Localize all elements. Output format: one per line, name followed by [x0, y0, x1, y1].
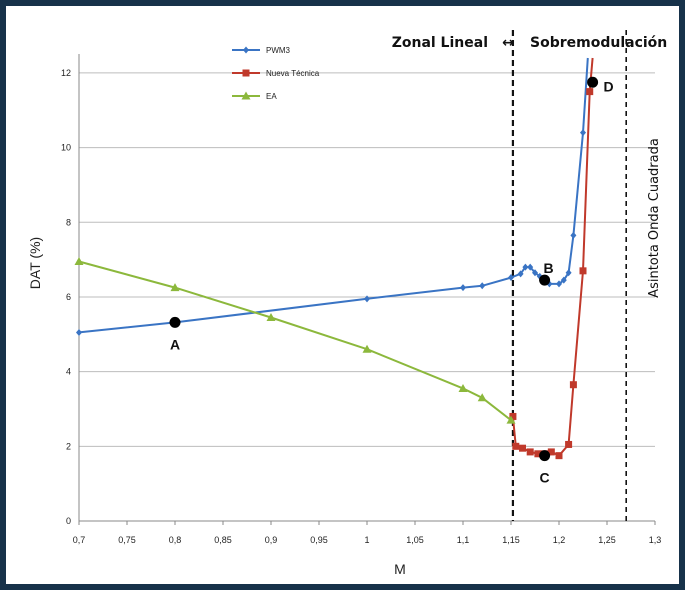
legend-label: Nueva Técnica [266, 69, 320, 78]
data-point-diamond [460, 284, 466, 292]
y-axis-title: DAT (%) [27, 237, 43, 289]
series-line [511, 57, 594, 457]
x-tick-label: 1,1 [457, 535, 470, 545]
series-line [78, 260, 512, 421]
x-tick-label: 1,15 [502, 535, 520, 545]
x-tick-label: 0,9 [265, 535, 278, 545]
y-tick-label: 10 [61, 143, 71, 153]
data-point-diamond [76, 328, 82, 336]
data-point-diamond [527, 263, 534, 271]
legend-label: PWM3 [266, 46, 291, 55]
legend-label: EA [266, 92, 277, 101]
series-line [78, 57, 589, 334]
data-point-diamond [364, 295, 370, 303]
x-tick-label: 1,2 [553, 535, 566, 545]
x-tick-label: 0,75 [118, 535, 136, 545]
data-point-diamond [570, 231, 577, 239]
y-tick-label: 0 [66, 516, 71, 526]
annotation-label-c: C [540, 470, 550, 486]
zone-right-label: Sobremodulación [530, 35, 667, 51]
axes [78, 54, 656, 525]
asymptote-label: Asintota Onda Cuadrada [647, 138, 662, 298]
x-axis-title: M [394, 561, 406, 577]
data-point-square [512, 442, 520, 450]
grid [79, 72, 655, 447]
zone-left-label: Zonal Lineal [392, 35, 488, 51]
x-tick-labels: 0,7 0,75 0,8 0,85 0,9 0,95 1 1,05 1,1 1,15 1,2 1,25… [73, 535, 662, 545]
x-tick-label: 0,85 [214, 535, 232, 545]
series-pwm3 [76, 57, 589, 336]
data-point-square [519, 444, 527, 452]
data-point-square [534, 450, 542, 458]
y-tick-label: 8 [66, 217, 71, 227]
data-point-triangle [458, 383, 468, 392]
data-point-triangle [74, 256, 84, 265]
data-point-diamond [517, 270, 524, 278]
annotation-point-d [587, 76, 599, 88]
series-nueva-t-cnica [509, 57, 594, 460]
data-point-diamond [560, 276, 567, 284]
x-tick-label: 1,25 [598, 535, 616, 545]
point-annotations: A B C D [169, 76, 614, 486]
data-point-triangle [506, 415, 516, 424]
data-point-square [242, 69, 250, 77]
zone-boundaries [511, 30, 628, 521]
data-point-square [555, 452, 563, 460]
series-ea [74, 256, 516, 424]
data-point-triangle [266, 313, 276, 322]
data-point-diamond [508, 274, 514, 282]
data-point-triangle [477, 393, 487, 402]
data-point-square [509, 412, 517, 420]
zone-arrow: ↔ [502, 35, 514, 51]
data-point-square [565, 440, 573, 448]
data-point-diamond [522, 263, 529, 271]
annotation-label-d: D [604, 78, 614, 94]
x-tick-label: 0,7 [73, 535, 86, 545]
y-tick-label: 2 [66, 441, 71, 451]
annotation-point-c [539, 450, 551, 462]
y-tick-label: 12 [61, 68, 71, 78]
data-point-diamond [243, 46, 249, 54]
data-point-diamond [556, 280, 562, 288]
y-tick-label: 6 [66, 292, 71, 302]
data-point-square [569, 381, 577, 389]
data-point-square [579, 267, 587, 275]
data-point-diamond [532, 269, 538, 277]
data-point-diamond [479, 282, 486, 290]
data-point-square [547, 448, 555, 456]
y-tick-labels: 0 2 4 6 8 10 12 [61, 68, 71, 526]
annotation-point-b [539, 274, 551, 286]
x-tick-label: 1,05 [406, 535, 424, 545]
legend: PWM3 Nueva Técnica EA [232, 46, 320, 101]
data-point-triangle [241, 91, 251, 100]
data-point-triangle [362, 344, 372, 353]
data-point-triangle [170, 283, 180, 292]
x-tick-label: 0,95 [310, 535, 328, 545]
data-point-diamond [565, 269, 572, 277]
annotation-label-a: A [170, 336, 180, 352]
y-tick-label: 4 [66, 367, 71, 377]
x-tick-label: 1 [364, 535, 369, 545]
annotation-point-a [169, 316, 181, 328]
annotation-label-b: B [544, 260, 554, 276]
x-tick-label: 0,8 [169, 535, 182, 545]
x-tick-label: 1,3 [649, 535, 662, 545]
data-point-diamond [580, 129, 586, 137]
series-group [74, 57, 594, 460]
data-point-square [526, 448, 534, 456]
data-point-square [586, 88, 594, 96]
